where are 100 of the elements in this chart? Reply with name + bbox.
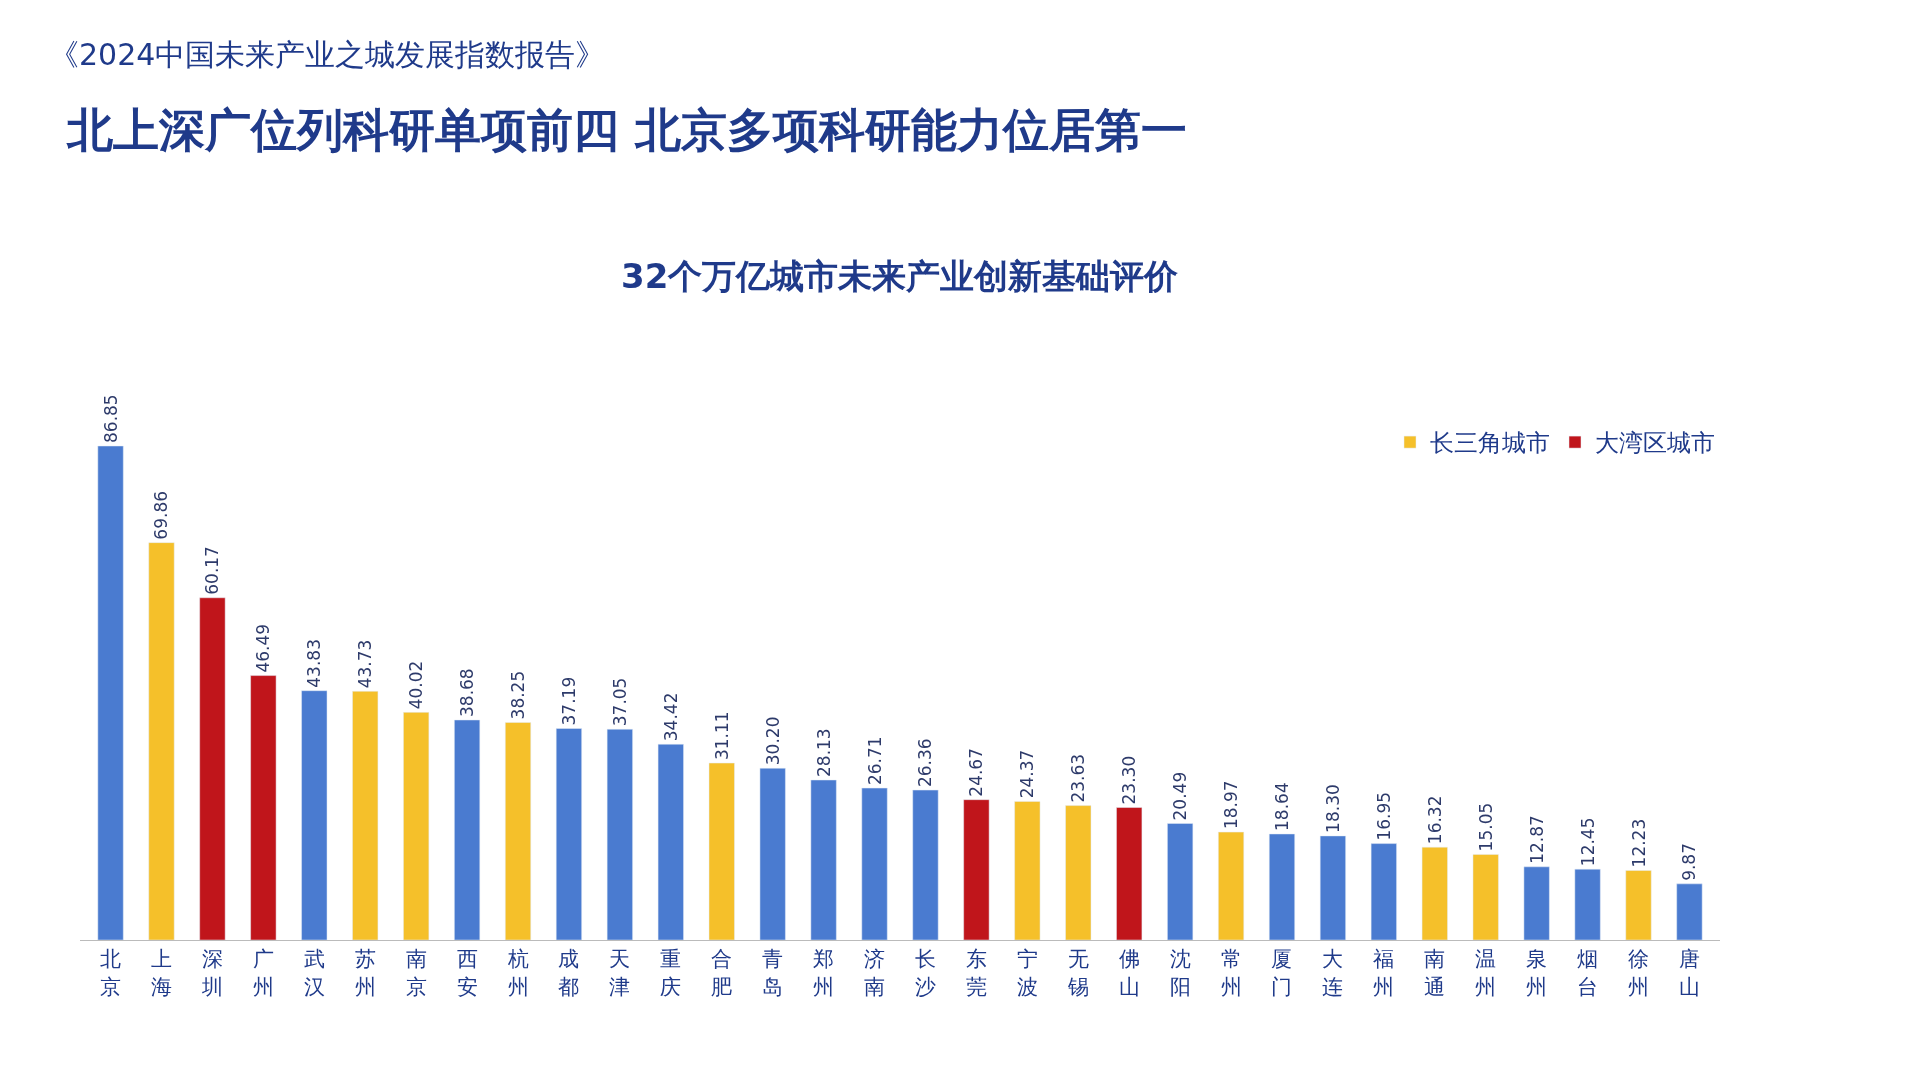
data-label: 18.64 — [1271, 782, 1292, 831]
data-label: 26.36 — [915, 738, 936, 788]
bar — [1167, 823, 1194, 940]
bar — [403, 712, 430, 940]
data-label: 26.71 — [864, 736, 885, 786]
x-tick-label: 西安 — [456, 947, 478, 999]
data-label: 15.05 — [1475, 802, 1496, 852]
data-label: 69.86 — [151, 490, 172, 540]
bar — [759, 767, 786, 940]
data-label: 37.05 — [609, 677, 630, 727]
data-label: 31.11 — [711, 711, 732, 761]
x-tick-label: 青岛 — [762, 947, 784, 999]
bar — [1574, 868, 1601, 940]
data-label: 40.02 — [406, 660, 427, 710]
bar — [1676, 883, 1703, 940]
x-tick-label: 徐州 — [1628, 947, 1650, 999]
data-label: 38.25 — [508, 670, 529, 720]
bar — [606, 729, 633, 940]
x-tick-label: 烟台 — [1577, 947, 1599, 999]
data-label: 46.49 — [253, 623, 274, 673]
data-label: 12.23 — [1628, 818, 1649, 868]
x-tick-label: 温州 — [1475, 947, 1497, 999]
x-tick-label: 合肥 — [711, 947, 733, 999]
x-tick-label: 济南 — [864, 947, 886, 999]
x-tick-label: 东莞 — [965, 947, 987, 999]
data-label: 18.97 — [1221, 780, 1242, 830]
x-tick-label: 无锡 — [1066, 947, 1089, 999]
bar — [148, 542, 175, 940]
data-label: 60.17 — [202, 546, 223, 595]
bar — [708, 762, 735, 940]
bar — [657, 743, 684, 940]
data-label: 43.83 — [304, 639, 325, 688]
bar — [454, 719, 481, 940]
x-tick-label: 福州 — [1373, 947, 1395, 999]
bar — [912, 789, 939, 940]
x-tick-label: 武汉 — [303, 947, 325, 999]
bar — [1370, 843, 1397, 940]
x-tick-label: 深圳 — [200, 947, 223, 999]
x-tick-label: 宁波 — [1016, 947, 1038, 999]
data-label: 37.19 — [558, 676, 579, 726]
data-label: 12.87 — [1526, 815, 1547, 864]
bar — [250, 675, 277, 940]
data-label: 43.73 — [355, 639, 376, 689]
data-label: 12.45 — [1577, 817, 1598, 867]
bar — [97, 445, 124, 940]
data-label: 34.42 — [660, 692, 681, 742]
x-tick-label: 长沙 — [914, 947, 936, 999]
x-tick-label: 常州 — [1220, 947, 1242, 999]
x-tick-label: 郑州 — [813, 947, 835, 999]
data-label: 86.85 — [100, 394, 121, 443]
bar — [555, 728, 582, 940]
bar — [1065, 805, 1092, 940]
x-tick-label: 成都 — [558, 947, 580, 999]
bar — [1218, 831, 1245, 940]
data-label: 18.30 — [1322, 784, 1343, 833]
x-tick-label: 杭州 — [506, 947, 529, 999]
x-tick-label: 沈阳 — [1169, 947, 1191, 999]
x-tick-label: 苏州 — [354, 947, 376, 999]
x-tick-label: 南京 — [405, 947, 427, 999]
x-tick-label: 大连 — [1322, 947, 1344, 999]
legend-label: 长三角城市 — [1430, 429, 1550, 458]
data-label: 20.49 — [1170, 771, 1191, 821]
bar — [301, 690, 328, 940]
data-label: 9.87 — [1679, 843, 1700, 881]
bar — [1269, 833, 1295, 940]
data-label: 23.63 — [1068, 753, 1089, 803]
x-tick-label: 重庆 — [660, 947, 682, 999]
x-tick-label: 北京 — [100, 947, 122, 999]
bar — [1625, 870, 1652, 940]
x-tick-label: 厦门 — [1271, 947, 1293, 999]
data-label: 28.13 — [813, 728, 834, 777]
bar — [505, 722, 531, 940]
chart-title: 北上深广位列科研单项前四 北京多项科研能力位居第一 — [66, 102, 1188, 157]
bar — [861, 787, 888, 940]
legend-label: 大湾区城市 — [1595, 429, 1715, 458]
bar — [199, 597, 226, 940]
bar — [1421, 846, 1448, 940]
data-label: 30.20 — [762, 716, 783, 766]
x-tick-label: 佛山 — [1118, 947, 1140, 999]
data-label: 16.95 — [1373, 791, 1394, 841]
bar — [1472, 854, 1499, 940]
data-label: 24.37 — [1017, 749, 1038, 799]
data-label: 24.67 — [966, 748, 987, 797]
text: 《2024中国未来产业之城发展指数报告》 — [49, 37, 606, 72]
chart-subtitle: 32个万亿城市未来产业创新基础评价 — [621, 256, 1180, 296]
bar — [810, 779, 837, 940]
x-tick-label: 唐山 — [1678, 947, 1700, 999]
bar — [1116, 807, 1143, 940]
data-label: 23.30 — [1119, 755, 1140, 805]
bar — [963, 799, 990, 940]
bar — [1014, 801, 1041, 940]
bar — [1319, 835, 1346, 940]
x-tick-label: 泉州 — [1526, 947, 1548, 999]
data-label: 38.68 — [457, 668, 478, 717]
x-tick-label: 南通 — [1424, 947, 1446, 999]
x-tick-label: 上海 — [150, 947, 172, 999]
data-label: 16.32 — [1424, 795, 1445, 845]
x-tick-label: 天津 — [609, 947, 631, 999]
x-tick-label: 广州 — [252, 947, 274, 999]
bar — [1523, 866, 1550, 940]
